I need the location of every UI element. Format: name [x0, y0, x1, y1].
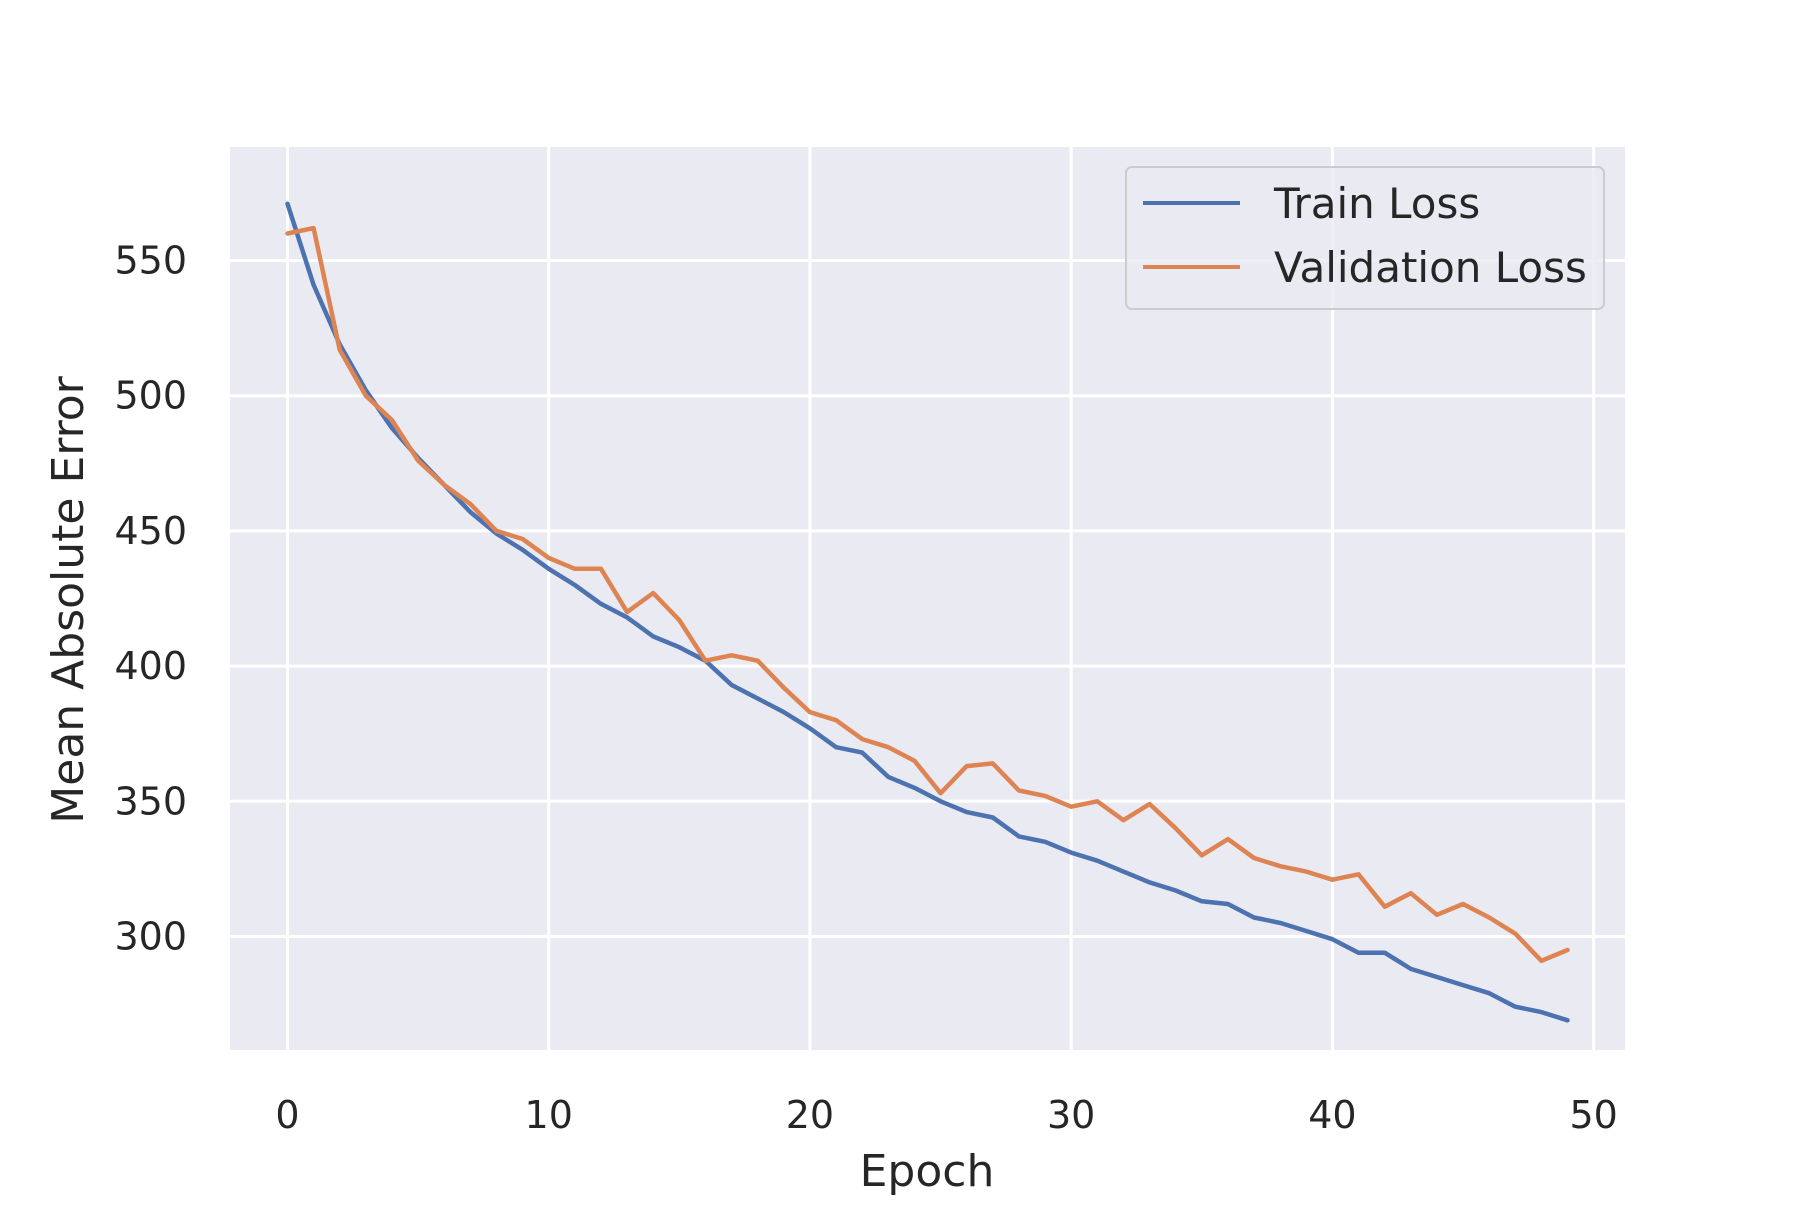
x-tick-label-0: 0	[275, 1093, 299, 1137]
tick-layer: 0 10 20 30 40 50 300 350 400 450 500 550	[114, 239, 1617, 1137]
y-tick-label-500: 500	[114, 374, 187, 418]
x-tick-label-40: 40	[1308, 1093, 1356, 1137]
x-tick-label-20: 20	[786, 1093, 834, 1137]
series-layer	[285, 201, 1570, 1023]
y-tick-label-550: 550	[114, 239, 187, 283]
x-tick-label-10: 10	[525, 1093, 573, 1137]
series-line-validation-loss	[285, 225, 1570, 964]
x-axis-label: Epoch	[860, 1146, 995, 1197]
y-tick-label-350: 350	[114, 779, 187, 823]
grid-layer	[230, 147, 1625, 1050]
legend: Train Loss Validation Loss	[1125, 166, 1605, 310]
series-line-train-loss	[285, 201, 1570, 1023]
y-axis-label: Mean Absolute Error	[43, 375, 94, 823]
y-tick-label-300: 300	[114, 914, 187, 958]
y-tick-label-450: 450	[114, 509, 187, 553]
legend-label-validation: Validation Loss	[1274, 243, 1587, 292]
legend-label-train: Train Loss	[1273, 179, 1480, 228]
x-tick-label-50: 50	[1569, 1093, 1617, 1137]
y-tick-label-400: 400	[114, 644, 187, 688]
legend-frame	[1125, 166, 1605, 310]
x-tick-label-30: 30	[1047, 1093, 1095, 1137]
